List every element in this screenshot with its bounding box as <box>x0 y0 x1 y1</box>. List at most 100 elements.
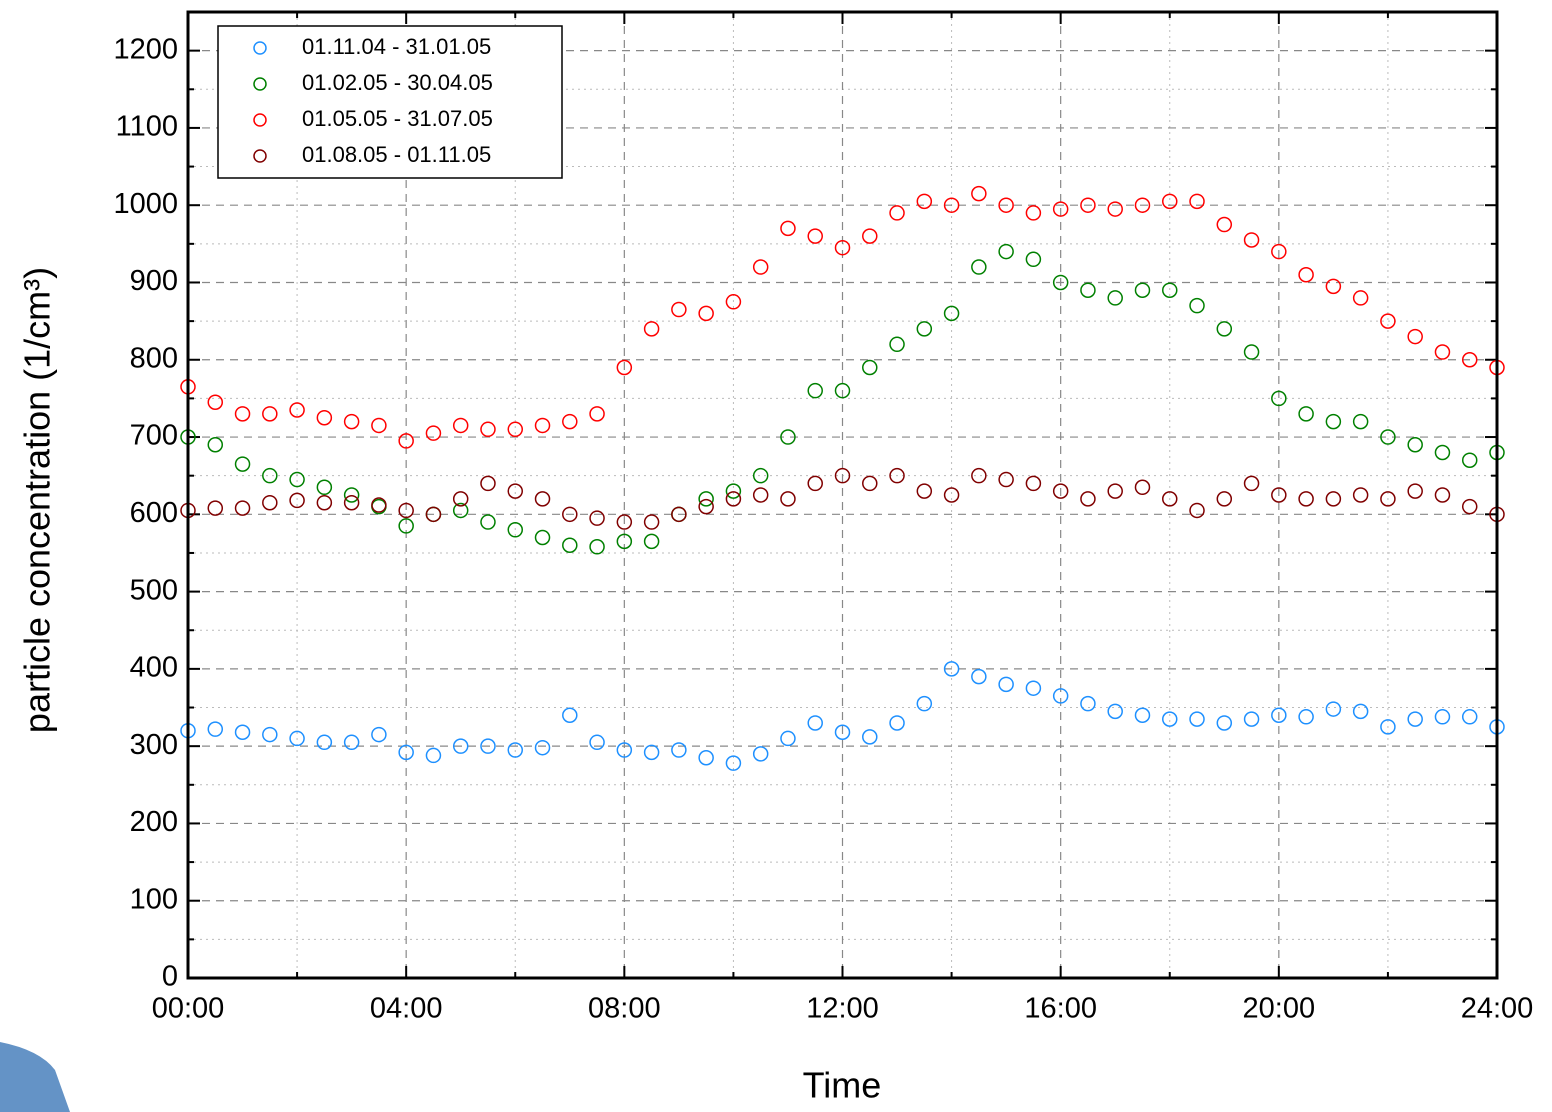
point <box>1325 701 1342 717</box>
point <box>1380 719 1396 735</box>
point <box>1052 688 1069 704</box>
point <box>807 475 823 492</box>
point <box>343 734 360 751</box>
point <box>452 491 469 507</box>
point <box>1461 352 1478 368</box>
point <box>507 742 523 758</box>
point <box>1107 290 1123 306</box>
legend-box <box>217 25 563 179</box>
point <box>1052 201 1069 217</box>
point <box>480 514 496 530</box>
point <box>589 734 605 751</box>
point <box>1107 483 1123 499</box>
point <box>371 726 387 743</box>
point <box>725 294 742 310</box>
point <box>1134 707 1151 723</box>
point <box>643 533 660 550</box>
point <box>425 425 442 441</box>
y-tick-label: 1200 <box>113 33 178 65</box>
point <box>1434 444 1451 461</box>
point <box>1325 413 1342 430</box>
point <box>643 514 660 530</box>
point <box>207 394 224 411</box>
y-tick-label: 200 <box>130 806 178 838</box>
point <box>589 510 605 526</box>
y-tick-label: 800 <box>130 342 178 374</box>
point <box>1243 344 1260 360</box>
y-tick-label: 600 <box>130 497 178 529</box>
x-tick-label: 16:00 <box>1024 993 1097 1025</box>
legend-label: 01.08.05 - 01.11.05 <box>302 142 491 167</box>
point <box>207 500 224 516</box>
point <box>425 747 442 764</box>
point <box>452 502 469 519</box>
point <box>398 518 414 534</box>
point <box>289 471 305 488</box>
point <box>398 433 414 449</box>
y-axis-title: particle concentration (1/cm³) <box>17 267 58 733</box>
point <box>289 402 305 418</box>
point <box>1461 709 1478 725</box>
point <box>780 730 796 747</box>
legend-marker <box>253 113 267 127</box>
point <box>234 500 251 516</box>
legend-marker <box>253 77 267 91</box>
point <box>452 417 469 434</box>
point <box>752 746 769 762</box>
point <box>780 491 796 507</box>
point <box>1107 703 1123 720</box>
point <box>1407 711 1423 727</box>
point <box>698 750 714 766</box>
point <box>971 467 987 484</box>
point <box>1025 205 1042 221</box>
point <box>889 336 905 353</box>
point <box>234 406 251 422</box>
point <box>616 359 633 376</box>
point <box>1052 274 1069 291</box>
point <box>1052 483 1069 499</box>
point <box>1352 487 1369 503</box>
y-tick-label: 1000 <box>113 188 178 220</box>
point <box>1352 290 1369 306</box>
point <box>562 413 578 430</box>
point <box>616 533 633 550</box>
point <box>889 467 905 484</box>
point <box>1298 709 1314 725</box>
point <box>262 494 278 511</box>
point <box>943 661 960 677</box>
point <box>507 483 523 499</box>
point <box>889 715 905 731</box>
point <box>562 707 578 723</box>
point <box>480 421 496 438</box>
point <box>1189 711 1205 727</box>
point <box>616 514 633 530</box>
point <box>807 228 823 244</box>
point <box>698 305 714 322</box>
point <box>943 197 960 213</box>
point <box>998 197 1014 213</box>
point <box>1025 680 1042 696</box>
point <box>1461 452 1478 468</box>
point <box>971 668 987 685</box>
point <box>534 739 551 756</box>
plot-frame <box>186 10 1499 980</box>
point <box>262 406 278 422</box>
point <box>1407 328 1423 345</box>
point <box>1380 429 1396 445</box>
point <box>643 321 660 337</box>
point <box>698 498 714 515</box>
point <box>971 185 987 202</box>
point <box>1352 703 1369 720</box>
point <box>1434 344 1451 360</box>
y-tick-label: 0 <box>162 961 178 993</box>
point <box>834 239 851 256</box>
point <box>998 471 1014 488</box>
point <box>780 220 796 237</box>
point <box>343 494 360 511</box>
y-tick-label: 500 <box>130 574 178 606</box>
point <box>971 259 987 275</box>
point <box>534 491 551 507</box>
point <box>643 744 660 761</box>
series <box>180 467 1505 530</box>
